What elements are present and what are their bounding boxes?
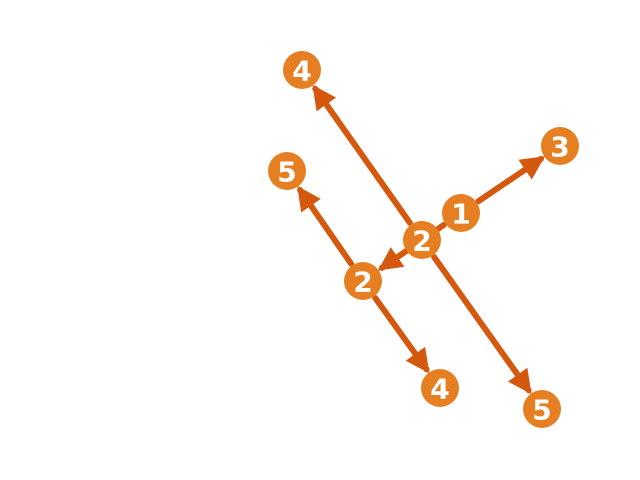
node-n2a: 2 [403, 221, 441, 259]
node-n5b: 5 [523, 390, 561, 428]
edge-n2a-n5b [431, 254, 532, 395]
node-n5a: 5 [268, 152, 306, 190]
node-n3: 3 [541, 127, 579, 165]
node-circle [442, 194, 480, 232]
node-circle [421, 369, 459, 407]
node-label: 4 [292, 55, 311, 88]
node-circle [268, 152, 306, 190]
node-circle [541, 127, 579, 165]
node-label: 3 [550, 131, 569, 164]
node-circle [403, 221, 441, 259]
node-label: 5 [532, 394, 551, 427]
edge-n2b-n5a [297, 185, 355, 267]
node-circle [283, 51, 321, 89]
node-label: 2 [412, 225, 431, 258]
node-circle [523, 390, 561, 428]
node-label: 4 [430, 373, 449, 406]
edge-n2b-n4b [372, 295, 430, 374]
node-n4b: 4 [421, 369, 459, 407]
node-label: 2 [353, 266, 372, 299]
edge-n1-n3 [475, 155, 545, 205]
node-label: 1 [451, 198, 470, 231]
node-n1: 1 [442, 194, 480, 232]
edge-n2a-n4a [312, 84, 413, 226]
node-n4a: 4 [283, 51, 321, 89]
node-circle [344, 262, 382, 300]
node-label: 5 [277, 156, 296, 189]
node-n2b: 2 [344, 262, 382, 300]
